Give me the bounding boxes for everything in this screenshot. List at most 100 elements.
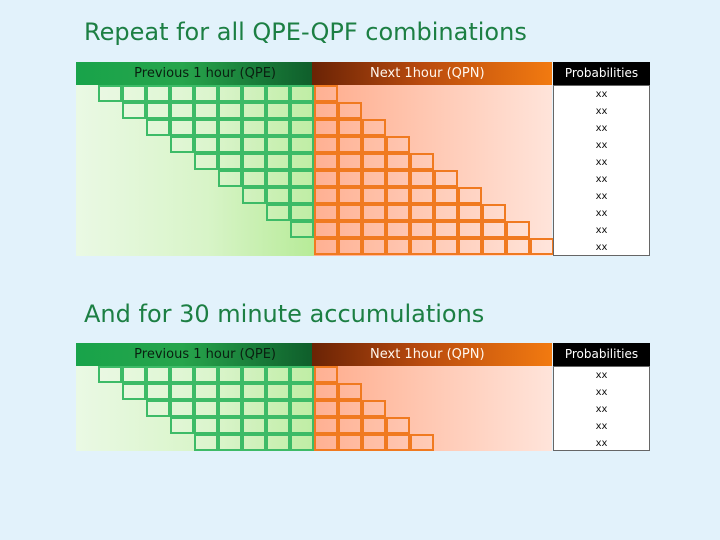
- qpe-cell: [242, 85, 266, 102]
- qpn-cell: [386, 136, 410, 153]
- qpn-cell: [314, 102, 338, 119]
- qpe-cell: [170, 383, 194, 400]
- qpe-cell: [218, 102, 242, 119]
- qpn-cell: [434, 170, 458, 187]
- qpn-cell: [314, 119, 338, 136]
- qpn-cell: [482, 221, 506, 238]
- qpe-cell: [170, 102, 194, 119]
- qpe-cell: [266, 366, 290, 383]
- qpn-cell: [362, 204, 386, 221]
- qpn-cell: [410, 238, 434, 255]
- qpe-header: Previous 1 hour (QPE): [76, 343, 312, 366]
- qpn-cell: [362, 417, 386, 434]
- probability-value: xx: [595, 404, 608, 415]
- qpn-cell: [362, 153, 386, 170]
- qpe-cell: [290, 119, 314, 136]
- qpe-cell: [122, 366, 146, 383]
- qpe-cell: [290, 136, 314, 153]
- qpe-cell: [266, 153, 290, 170]
- probability-value: xx: [595, 242, 608, 253]
- qpn-cell: [314, 85, 338, 102]
- qpn-cell: [338, 153, 362, 170]
- qpe-cell: [290, 204, 314, 221]
- probability-value: xx: [595, 225, 608, 236]
- qpn-cell: [410, 204, 434, 221]
- qpn-cell: [314, 434, 338, 451]
- qpn-cell: [338, 400, 362, 417]
- qpe-cell: [146, 366, 170, 383]
- probability-value: xx: [595, 208, 608, 219]
- qpe-cell: [218, 366, 242, 383]
- qpn-cell: [338, 238, 362, 255]
- qpn-cell: [458, 221, 482, 238]
- qpn-cell: [434, 238, 458, 255]
- qpn-cell: [362, 221, 386, 238]
- qpe-cell: [194, 102, 218, 119]
- qpe-cell: [170, 417, 194, 434]
- qpe-cell: [146, 102, 170, 119]
- probabilities-header: Probabilities: [553, 343, 650, 366]
- qpe-cell: [218, 153, 242, 170]
- qpe-cell: [266, 136, 290, 153]
- qpn-cell: [386, 204, 410, 221]
- qpn-cell: [458, 238, 482, 255]
- qpe-cell: [242, 417, 266, 434]
- qpn-cell: [386, 434, 410, 451]
- qpn-cell: [338, 221, 362, 238]
- qpn-cell: [338, 204, 362, 221]
- qpe-cell: [242, 383, 266, 400]
- qpn-cell: [386, 187, 410, 204]
- qpe-cell: [290, 153, 314, 170]
- probability-value: xx: [595, 174, 608, 185]
- qpn-cell: [386, 417, 410, 434]
- qpn-cell: [482, 238, 506, 255]
- qpe-cell: [242, 434, 266, 451]
- qpe-cell: [98, 366, 122, 383]
- qpe-cell: [170, 400, 194, 417]
- qpe-cell: [122, 383, 146, 400]
- qpn-cell: [314, 170, 338, 187]
- qpn-cell: [362, 400, 386, 417]
- qpn-header: Next 1hour (QPN): [312, 62, 552, 85]
- probability-value: xx: [595, 140, 608, 151]
- qpe-cell: [266, 434, 290, 451]
- qpn-cell: [386, 170, 410, 187]
- qpe-cell: [218, 400, 242, 417]
- qpn-cell: [410, 434, 434, 451]
- qpe-cell: [290, 400, 314, 417]
- probabilities-header: Probabilities: [553, 62, 650, 85]
- qpn-cell: [386, 153, 410, 170]
- qpe-cell: [266, 187, 290, 204]
- qpe-cell: [218, 417, 242, 434]
- qpe-cell: [98, 85, 122, 102]
- qpe-cell: [242, 136, 266, 153]
- qpn-cell: [314, 187, 338, 204]
- qpn-cell: [338, 383, 362, 400]
- qpn-cell: [530, 238, 554, 255]
- qpn-cell: [314, 153, 338, 170]
- qpn-cell: [338, 187, 362, 204]
- qpe-cell: [146, 383, 170, 400]
- probability-value: xx: [595, 370, 608, 381]
- thirty-minute-diagram: Previous 1 hour (QPE) Next 1hour (QPN) P…: [76, 343, 650, 451]
- section-title-30-minute: And for 30 minute accumulations: [84, 300, 485, 328]
- qpe-cell: [122, 102, 146, 119]
- qpn-cell: [338, 119, 362, 136]
- qpn-cell: [458, 204, 482, 221]
- qpn-cell: [314, 136, 338, 153]
- qpn-cell: [314, 400, 338, 417]
- probability-value: xx: [595, 421, 608, 432]
- probability-value: xx: [595, 89, 608, 100]
- qpe-cell: [266, 383, 290, 400]
- qpn-cell: [362, 136, 386, 153]
- qpe-cell: [290, 434, 314, 451]
- qpe-cell: [290, 221, 314, 238]
- qpe-cell: [266, 204, 290, 221]
- qpn-cell: [338, 102, 362, 119]
- qpe-cell: [170, 136, 194, 153]
- qpe-cell: [242, 187, 266, 204]
- qpe-cell: [290, 170, 314, 187]
- qpn-cell: [314, 238, 338, 255]
- qpe-cell: [218, 170, 242, 187]
- qpe-cell: [122, 85, 146, 102]
